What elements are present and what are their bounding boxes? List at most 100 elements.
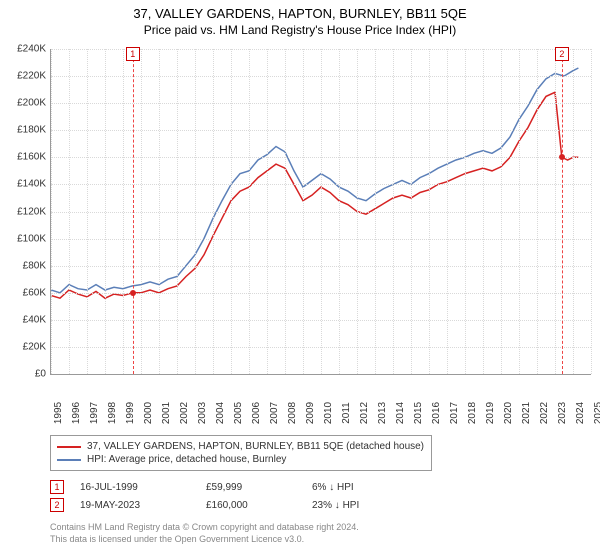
series-line-hpi bbox=[51, 68, 578, 293]
gridline-v bbox=[411, 49, 412, 374]
event-row-1: 1 16-JUL-1999 £59,999 6% ↓ HPI bbox=[50, 478, 392, 496]
gridline-v bbox=[213, 49, 214, 374]
event-marker-on-chart: 1 bbox=[126, 47, 140, 61]
gridline-v bbox=[375, 49, 376, 374]
chart-area: 12 £0£20K£40K£60K£80K£100K£120K£140K£160… bbox=[0, 41, 600, 431]
legend: 37, VALLEY GARDENS, HAPTON, BURNLEY, BB1… bbox=[50, 435, 432, 471]
gridline-v bbox=[519, 49, 520, 374]
x-tick-label: 1996 bbox=[71, 402, 82, 424]
x-tick-label: 1999 bbox=[125, 402, 136, 424]
events-table: 1 16-JUL-1999 £59,999 6% ↓ HPI 2 19-MAY-… bbox=[50, 478, 392, 514]
x-tick-label: 2024 bbox=[575, 402, 586, 424]
x-tick-label: 2011 bbox=[341, 402, 352, 424]
legend-swatch-hpi bbox=[57, 459, 81, 461]
x-tick-label: 2014 bbox=[395, 402, 406, 424]
gridline-v bbox=[267, 49, 268, 374]
y-tick-label: £60K bbox=[23, 287, 46, 298]
event-marker-on-chart: 2 bbox=[555, 47, 569, 61]
series-line-property bbox=[51, 92, 578, 298]
y-tick-label: £20K bbox=[23, 341, 46, 352]
x-tick-label: 1998 bbox=[107, 402, 118, 424]
x-tick-label: 2017 bbox=[449, 402, 460, 424]
gridline-v bbox=[123, 49, 124, 374]
y-tick-label: £160K bbox=[17, 152, 46, 163]
gridline-v bbox=[69, 49, 70, 374]
y-tick-label: £240K bbox=[17, 44, 46, 55]
x-tick-label: 2025 bbox=[593, 402, 600, 424]
x-tick-label: 2000 bbox=[143, 402, 154, 424]
footer-line-1: Contains HM Land Registry data © Crown c… bbox=[50, 522, 359, 534]
footer-line-2: This data is licensed under the Open Gov… bbox=[50, 534, 359, 546]
event-delta-2: 23% ↓ HPI bbox=[312, 500, 392, 511]
gridline-v bbox=[105, 49, 106, 374]
gridline-v bbox=[51, 49, 52, 374]
y-tick-label: £220K bbox=[17, 71, 46, 82]
gridline-v bbox=[555, 49, 556, 374]
x-tick-label: 2015 bbox=[413, 402, 424, 424]
chart-container: 37, VALLEY GARDENS, HAPTON, BURNLEY, BB1… bbox=[0, 0, 600, 560]
chart-title: 37, VALLEY GARDENS, HAPTON, BURNLEY, BB1… bbox=[0, 0, 600, 21]
event-row-2: 2 19-MAY-2023 £160,000 23% ↓ HPI bbox=[50, 496, 392, 514]
x-tick-label: 1995 bbox=[53, 402, 64, 424]
legend-swatch-property bbox=[57, 446, 81, 448]
event-point bbox=[559, 154, 565, 160]
y-tick-label: £100K bbox=[17, 233, 46, 244]
gridline-v bbox=[573, 49, 574, 374]
gridline-v bbox=[429, 49, 430, 374]
gridline-v bbox=[591, 49, 592, 374]
event-date-2: 19-MAY-2023 bbox=[80, 500, 190, 511]
gridline-v bbox=[87, 49, 88, 374]
y-tick-label: £40K bbox=[23, 314, 46, 325]
legend-row-property: 37, VALLEY GARDENS, HAPTON, BURNLEY, BB1… bbox=[57, 440, 425, 453]
event-line bbox=[562, 49, 563, 374]
gridline-v bbox=[249, 49, 250, 374]
y-tick-label: £180K bbox=[17, 125, 46, 136]
gridline-v bbox=[483, 49, 484, 374]
gridline-v bbox=[447, 49, 448, 374]
event-marker-1: 1 bbox=[50, 480, 64, 494]
x-tick-label: 1997 bbox=[89, 402, 100, 424]
event-price-2: £160,000 bbox=[206, 500, 296, 511]
legend-label-hpi: HPI: Average price, detached house, Burn… bbox=[87, 454, 286, 465]
gridline-v bbox=[177, 49, 178, 374]
x-tick-label: 2001 bbox=[161, 402, 172, 424]
x-tick-label: 2022 bbox=[539, 402, 550, 424]
x-tick-label: 2021 bbox=[521, 402, 532, 424]
event-delta-1: 6% ↓ HPI bbox=[312, 482, 392, 493]
x-tick-label: 2007 bbox=[269, 402, 280, 424]
y-tick-label: £80K bbox=[23, 260, 46, 271]
gridline-v bbox=[357, 49, 358, 374]
event-date-1: 16-JUL-1999 bbox=[80, 482, 190, 493]
x-tick-label: 2023 bbox=[557, 402, 568, 424]
x-tick-label: 2013 bbox=[377, 402, 388, 424]
x-tick-label: 2006 bbox=[251, 402, 262, 424]
gridline-v bbox=[501, 49, 502, 374]
gridline-v bbox=[195, 49, 196, 374]
plot-area: 12 bbox=[50, 49, 591, 375]
gridline-v bbox=[141, 49, 142, 374]
x-tick-label: 2020 bbox=[503, 402, 514, 424]
x-tick-label: 2012 bbox=[359, 402, 370, 424]
chart-subtitle: Price paid vs. HM Land Registry's House … bbox=[0, 21, 600, 41]
x-tick-label: 2010 bbox=[323, 402, 334, 424]
gridline-v bbox=[339, 49, 340, 374]
x-tick-label: 2004 bbox=[215, 402, 226, 424]
legend-label-property: 37, VALLEY GARDENS, HAPTON, BURNLEY, BB1… bbox=[87, 441, 424, 452]
x-tick-label: 2016 bbox=[431, 402, 442, 424]
x-tick-label: 2019 bbox=[485, 402, 496, 424]
legend-row-hpi: HPI: Average price, detached house, Burn… bbox=[57, 453, 425, 466]
gridline-v bbox=[465, 49, 466, 374]
y-tick-label: £0 bbox=[35, 369, 46, 380]
footer: Contains HM Land Registry data © Crown c… bbox=[50, 522, 359, 545]
event-marker-2: 2 bbox=[50, 498, 64, 512]
event-point bbox=[130, 290, 136, 296]
y-tick-label: £120K bbox=[17, 206, 46, 217]
x-tick-label: 2009 bbox=[305, 402, 316, 424]
gridline-v bbox=[303, 49, 304, 374]
event-price-1: £59,999 bbox=[206, 482, 296, 493]
x-tick-label: 2002 bbox=[179, 402, 190, 424]
x-tick-label: 2003 bbox=[197, 402, 208, 424]
x-tick-label: 2005 bbox=[233, 402, 244, 424]
y-tick-label: £140K bbox=[17, 179, 46, 190]
gridline-v bbox=[321, 49, 322, 374]
